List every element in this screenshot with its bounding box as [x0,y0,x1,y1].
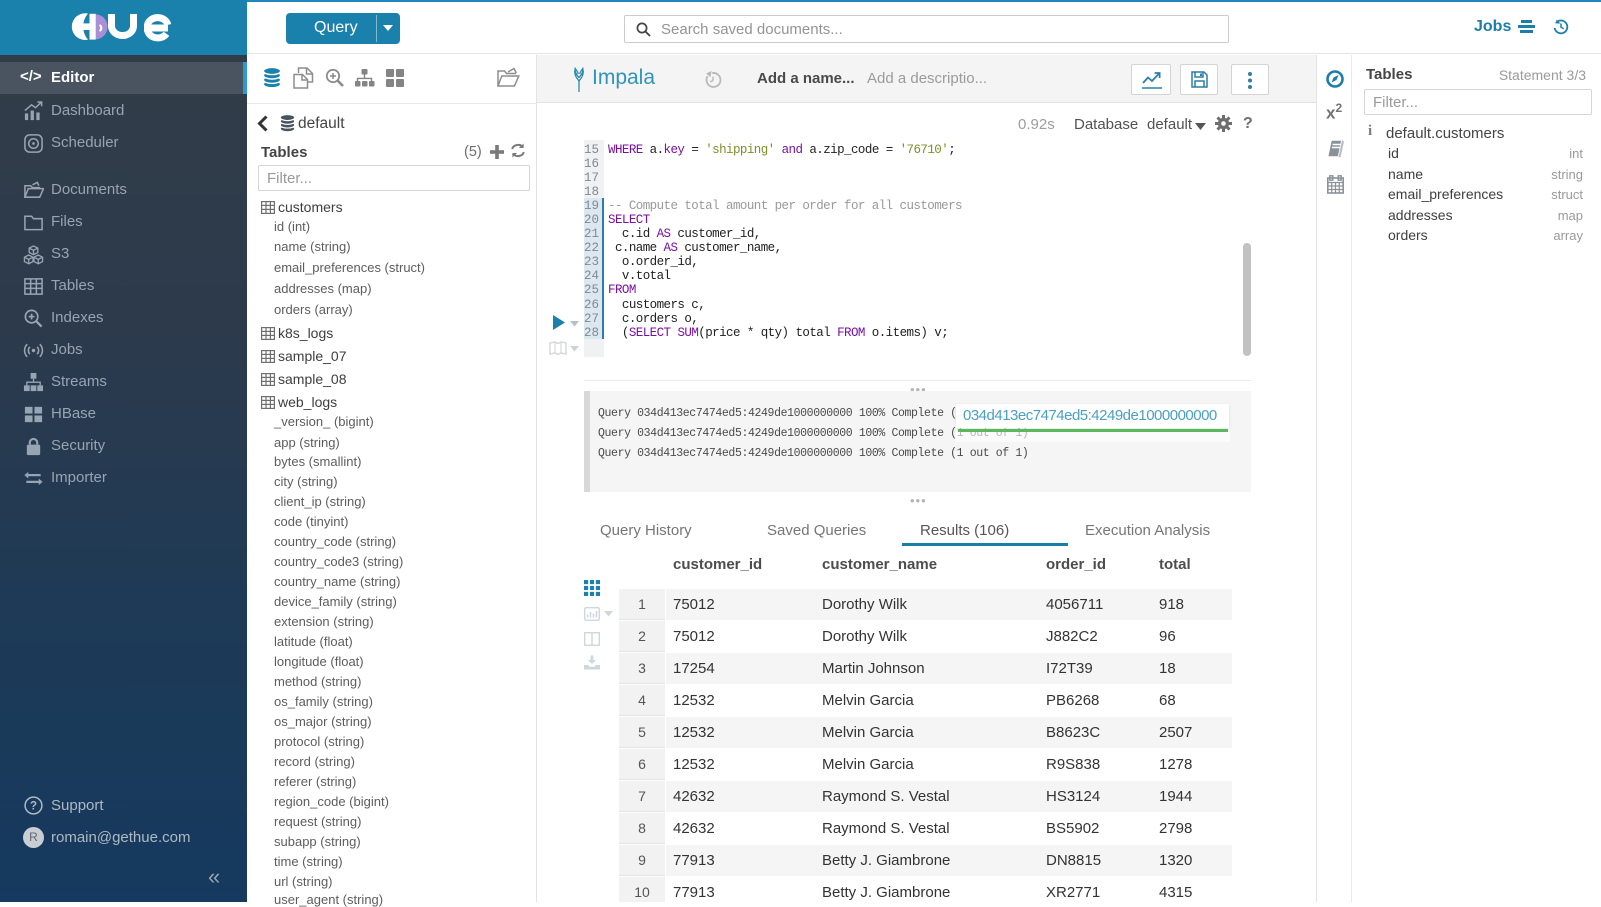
svg-text:?: ? [30,801,37,813]
